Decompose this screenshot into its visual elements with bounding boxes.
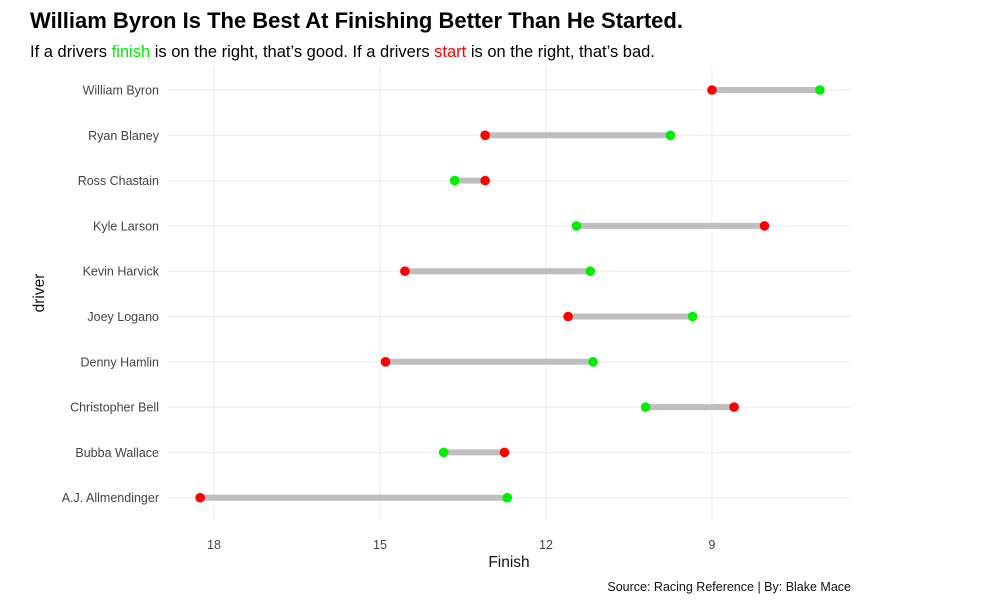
y-tick-label: A.J. Allmendinger <box>62 491 159 505</box>
finish-point-6 <box>588 357 598 367</box>
y-axis-label: driver <box>31 274 48 313</box>
y-tick-label: Ross Chastain <box>78 174 159 188</box>
finish-point-0 <box>815 85 825 95</box>
y-tick-label: Denny Hamlin <box>80 355 159 369</box>
start-point-2 <box>480 175 490 186</box>
finish-point-1 <box>665 130 676 141</box>
start-point-5 <box>563 311 573 322</box>
subtitle-part3: is on the right, that’s bad. <box>466 43 655 61</box>
finish-point-5 <box>687 311 698 322</box>
subtitle-part2: is on the right, that’s good. If a drive… <box>150 43 435 61</box>
x-tick-label: 12 <box>539 538 553 552</box>
chart-title: William Byron Is The Best At Finishing B… <box>30 8 683 33</box>
subtitle-part1: If a drivers <box>30 43 112 61</box>
start-point-8 <box>499 447 510 458</box>
chart-subtitle: If a drivers finish is on the right, tha… <box>30 43 655 62</box>
subtitle-start-word: start <box>434 43 467 61</box>
start-point-0 <box>707 85 717 95</box>
marks-layer <box>195 85 825 503</box>
y-tick-label: Bubba Wallace <box>75 446 159 460</box>
start-point-3 <box>759 221 770 231</box>
x-tick-label: 18 <box>207 538 221 552</box>
start-point-4 <box>400 266 410 277</box>
source-caption: Source: Racing Reference | By: Blake Mac… <box>607 580 851 594</box>
finish-point-7 <box>640 402 651 412</box>
y-tick-label: Ryan Blaney <box>88 129 160 143</box>
y-tick-label: Kevin Harvick <box>83 265 160 279</box>
finish-point-3 <box>571 221 582 231</box>
start-point-6 <box>380 357 391 367</box>
finish-point-4 <box>585 266 596 277</box>
finish-point-8 <box>438 447 449 458</box>
subtitle-finish-word: finish <box>111 43 151 61</box>
start-point-7 <box>729 402 739 412</box>
start-point-9 <box>195 492 205 503</box>
labels-layer: 18 15 12 9 William Byron Ryan Blaney Ross Chas… <box>62 84 716 553</box>
y-tick-label: Christopher Bell <box>70 401 159 415</box>
start-point-1 <box>480 130 490 141</box>
y-tick-label: Kyle Larson <box>93 219 159 233</box>
y-tick-label: Joey Logano <box>87 310 159 324</box>
x-tick-label: 9 <box>708 538 715 552</box>
finish-point-2 <box>449 175 460 186</box>
x-axis-label: Finish <box>488 554 529 571</box>
y-tick-label: William Byron <box>83 84 159 98</box>
x-tick-label: 15 <box>373 538 387 552</box>
finish-point-9 <box>502 492 513 503</box>
